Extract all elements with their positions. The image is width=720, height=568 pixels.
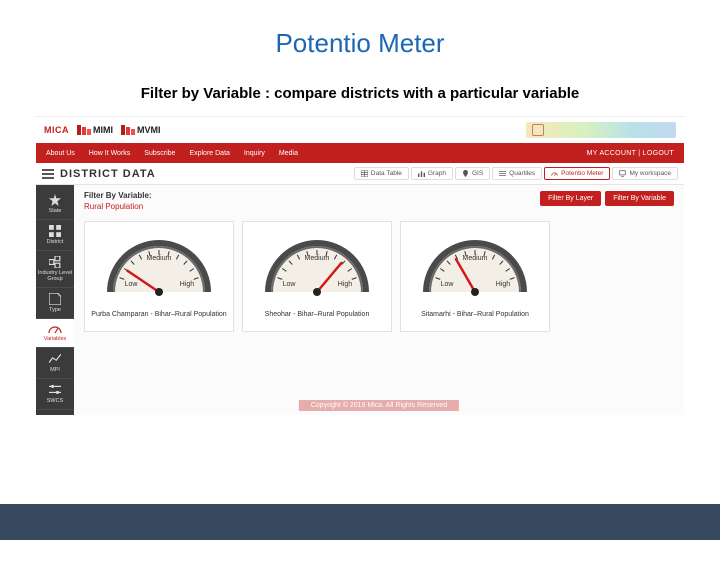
page-title: DISTRICT DATA [60, 168, 156, 180]
gauge-row: Medium Low High Purba Champaran - Bihar–… [84, 221, 674, 332]
logo-bar: MICA MIMI MVMI [36, 117, 684, 143]
filter-by-layer-button[interactable]: Filter By Layer [540, 191, 601, 206]
mimi-bars-icon [77, 125, 91, 135]
logo-mimi-text: MIMI [93, 125, 113, 135]
filter-by-variable-button[interactable]: Filter By Variable [605, 191, 674, 206]
nav-media[interactable]: Media [279, 150, 298, 157]
filter-row: Filter By Variable: Rural Population Fil… [84, 191, 674, 211]
svg-text:Low: Low [283, 281, 297, 288]
slide-title: Potentio Meter [0, 28, 720, 59]
svg-text:High: High [496, 281, 511, 288]
svg-text:Medium: Medium [305, 255, 330, 262]
left-sidebar: StateDistrictIndustry Level GroupTypeVar… [36, 185, 74, 415]
gauge-caption-1: Sheohar - Bihar–Rural Population [249, 310, 385, 319]
filter-value: Rural Population [84, 202, 152, 211]
sidebar-item-swcs[interactable]: SWCS [36, 379, 74, 410]
tab-quartiles[interactable]: Quartiles [492, 167, 542, 180]
slide-subtitle: Filter by Variable : compare districts w… [0, 85, 720, 102]
logo-mica: MICA [44, 125, 69, 135]
gauge-meter-1: Medium Low High [257, 230, 377, 300]
gauge-caption-0: Purba Champaran - Bihar–Rural Population [91, 310, 227, 319]
hamburger-icon[interactable] [42, 169, 54, 179]
main-nav: About Us How It Works Subscribe Explore … [36, 143, 684, 163]
tab-potentio-meter[interactable]: Potentio Meter [544, 167, 610, 180]
svg-text:Medium: Medium [463, 255, 488, 262]
sidebar-item-district[interactable]: District [36, 220, 74, 251]
sidebar-item-industry-level-group[interactable]: Industry Level Group [36, 251, 74, 288]
nav-inquiry[interactable]: Inquiry [244, 150, 265, 157]
logo-mimi: MIMI [77, 125, 113, 135]
svg-text:High: High [180, 281, 195, 288]
gauge-meter-0: Medium Low High [99, 230, 219, 300]
nav-about[interactable]: About Us [46, 150, 75, 157]
app-screenshot: MICA MIMI MVMI About Us How It Works Sub… [36, 116, 684, 415]
nav-subscribe[interactable]: Subscribe [144, 150, 175, 157]
tab-data-table[interactable]: Data Table [354, 167, 409, 180]
gauge-card-2: Medium Low High Sitamarhi - Bihar–Rural … [400, 221, 550, 332]
sub-bar: DISTRICT DATA Data TableGraphGISQuartile… [36, 163, 684, 185]
svg-text:Medium: Medium [147, 255, 172, 262]
svg-text:Low: Low [125, 281, 139, 288]
slide-footer-bar [0, 504, 720, 540]
gauge-card-1: Medium Low High Sheohar - Bihar–Rural Po… [242, 221, 392, 332]
nav-account[interactable]: MY ACCOUNT | LOGOUT [587, 150, 674, 157]
nav-explore[interactable]: Explore Data [189, 150, 229, 157]
tab-gis[interactable]: GIS [455, 167, 490, 180]
sidebar-item-state[interactable]: State [36, 189, 74, 220]
svg-text:Low: Low [441, 281, 455, 288]
sidebar-item-variables[interactable]: Variables [36, 319, 74, 348]
nav-how[interactable]: How It Works [89, 150, 131, 157]
gauge-meter-2: Medium Low High [415, 230, 535, 300]
main-panel: Filter By Variable: Rural Population Fil… [74, 185, 684, 415]
sidebar-item-type[interactable]: Type [36, 288, 74, 319]
logo-mvmi: MVMI [121, 125, 161, 135]
content-area: StateDistrictIndustry Level GroupTypeVar… [36, 185, 684, 415]
tab-my-workspace[interactable]: My workspace [612, 167, 678, 180]
tab-graph[interactable]: Graph [411, 167, 453, 180]
filter-label: Filter By Variable: [84, 191, 152, 200]
gauge-caption-2: Sitamarhi - Bihar–Rural Population [407, 310, 543, 319]
gauge-card-0: Medium Low High Purba Champaran - Bihar–… [84, 221, 234, 332]
svg-text:High: High [338, 281, 353, 288]
sidebar-item-mpi[interactable]: MPI [36, 348, 74, 379]
logo-mvmi-text: MVMI [137, 125, 161, 135]
view-tabs: Data TableGraphGISQuartilesPotentio Mete… [354, 167, 678, 180]
copyright-text: Copyright © 2019 Mica. All Rights Reserv… [299, 400, 459, 411]
mvmi-bars-icon [121, 125, 135, 135]
header-banner-graphic [526, 122, 676, 138]
